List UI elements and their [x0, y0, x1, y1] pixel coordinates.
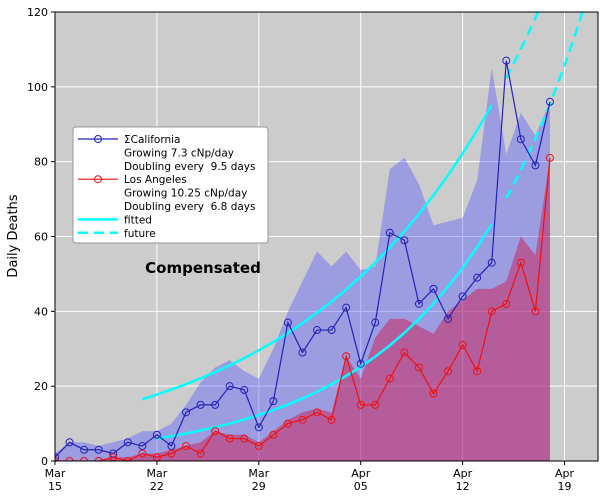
- point: [313, 408, 322, 417]
- legend-note: Doubling every 6.8 days: [124, 201, 255, 213]
- point: [80, 445, 89, 454]
- point: [254, 423, 263, 432]
- point: [473, 273, 482, 282]
- point: [545, 97, 554, 106]
- x-tick-label: Mar 15: [45, 467, 66, 493]
- point: [414, 363, 423, 372]
- point: [458, 341, 467, 350]
- area: [55, 157, 550, 461]
- point: [444, 367, 453, 376]
- point: [327, 415, 336, 424]
- point: [356, 400, 365, 409]
- point: [269, 397, 278, 406]
- legend-label: future: [124, 228, 156, 240]
- point: [414, 299, 423, 308]
- point: [211, 427, 220, 436]
- legend-label: fitted: [124, 214, 152, 226]
- point: [429, 389, 438, 398]
- point: [65, 438, 74, 447]
- point: [283, 318, 292, 327]
- legend-note: Growing 10.25 cNp/day: [124, 188, 247, 200]
- point: [167, 449, 176, 458]
- legend-note: Doubling every 9.5 days: [124, 161, 255, 173]
- point: [196, 400, 205, 409]
- series-line: [55, 157, 551, 461]
- x-tick-label: Mar 22: [147, 467, 168, 493]
- y-tick-label: 20: [34, 380, 48, 393]
- point: [196, 449, 205, 458]
- x-tick-label: Apr 05: [351, 467, 371, 493]
- y-tick-label: 120: [27, 6, 48, 19]
- point: [371, 400, 380, 409]
- point: [342, 303, 351, 312]
- x-tick-label: Apr 12: [453, 467, 473, 493]
- point: [385, 228, 394, 237]
- point: [400, 348, 409, 357]
- point: [444, 314, 453, 323]
- point: [225, 382, 234, 391]
- point: [138, 449, 147, 458]
- x-tick-label: Mar 29: [248, 467, 269, 493]
- point: [356, 359, 365, 368]
- point: [225, 434, 234, 443]
- point: [371, 318, 380, 327]
- point: [385, 374, 394, 383]
- area: [55, 68, 550, 461]
- point: [531, 161, 540, 170]
- y-tick-label: 0: [41, 455, 48, 468]
- fit-line: [505, 12, 540, 79]
- annotation: Compensated: [145, 259, 261, 277]
- y-tick-label: 60: [34, 231, 48, 244]
- point: [400, 236, 409, 245]
- y-tick-label: 100: [27, 81, 48, 94]
- legend-marker: [94, 175, 102, 184]
- point: [298, 415, 307, 424]
- point: [254, 442, 263, 451]
- legend-label: ΣCalifornia: [124, 134, 181, 146]
- point: [313, 326, 322, 335]
- x-tick-label: Apr 19: [555, 467, 575, 493]
- point: [94, 445, 103, 454]
- point: [298, 348, 307, 357]
- point: [502, 56, 511, 65]
- point: [123, 438, 132, 447]
- point: [240, 385, 249, 394]
- legend-marker: [94, 135, 102, 143]
- point: [516, 258, 525, 267]
- point: [211, 400, 220, 409]
- point: [516, 135, 525, 144]
- point: [94, 457, 103, 461]
- y-tick-label: 40: [34, 305, 48, 318]
- point: [269, 430, 278, 439]
- y-axis-label: Daily Deaths: [6, 194, 21, 277]
- plot-frame: [54, 11, 599, 462]
- series-line: [55, 60, 551, 458]
- point: [473, 367, 482, 376]
- point: [458, 292, 467, 301]
- point: [182, 408, 191, 417]
- point: [80, 457, 89, 461]
- point: [487, 307, 496, 316]
- point: [123, 457, 132, 461]
- y-tick-label: 80: [34, 156, 48, 169]
- point: [182, 442, 191, 451]
- point: [240, 434, 249, 443]
- point: [55, 453, 59, 461]
- legend-box: [72, 126, 269, 244]
- point: [283, 419, 292, 428]
- fit-line: [141, 104, 493, 401]
- point: [545, 153, 554, 162]
- fit-line: [156, 223, 493, 440]
- legend-label: Los Angeles: [124, 174, 187, 186]
- point: [327, 326, 336, 335]
- point: [429, 284, 438, 293]
- point: [342, 352, 351, 361]
- legend-note: Growing 7.3 cNp/day: [124, 147, 234, 159]
- point: [65, 457, 74, 461]
- point: [502, 299, 511, 308]
- point: [531, 307, 540, 316]
- point: [152, 430, 161, 439]
- point: [487, 258, 496, 267]
